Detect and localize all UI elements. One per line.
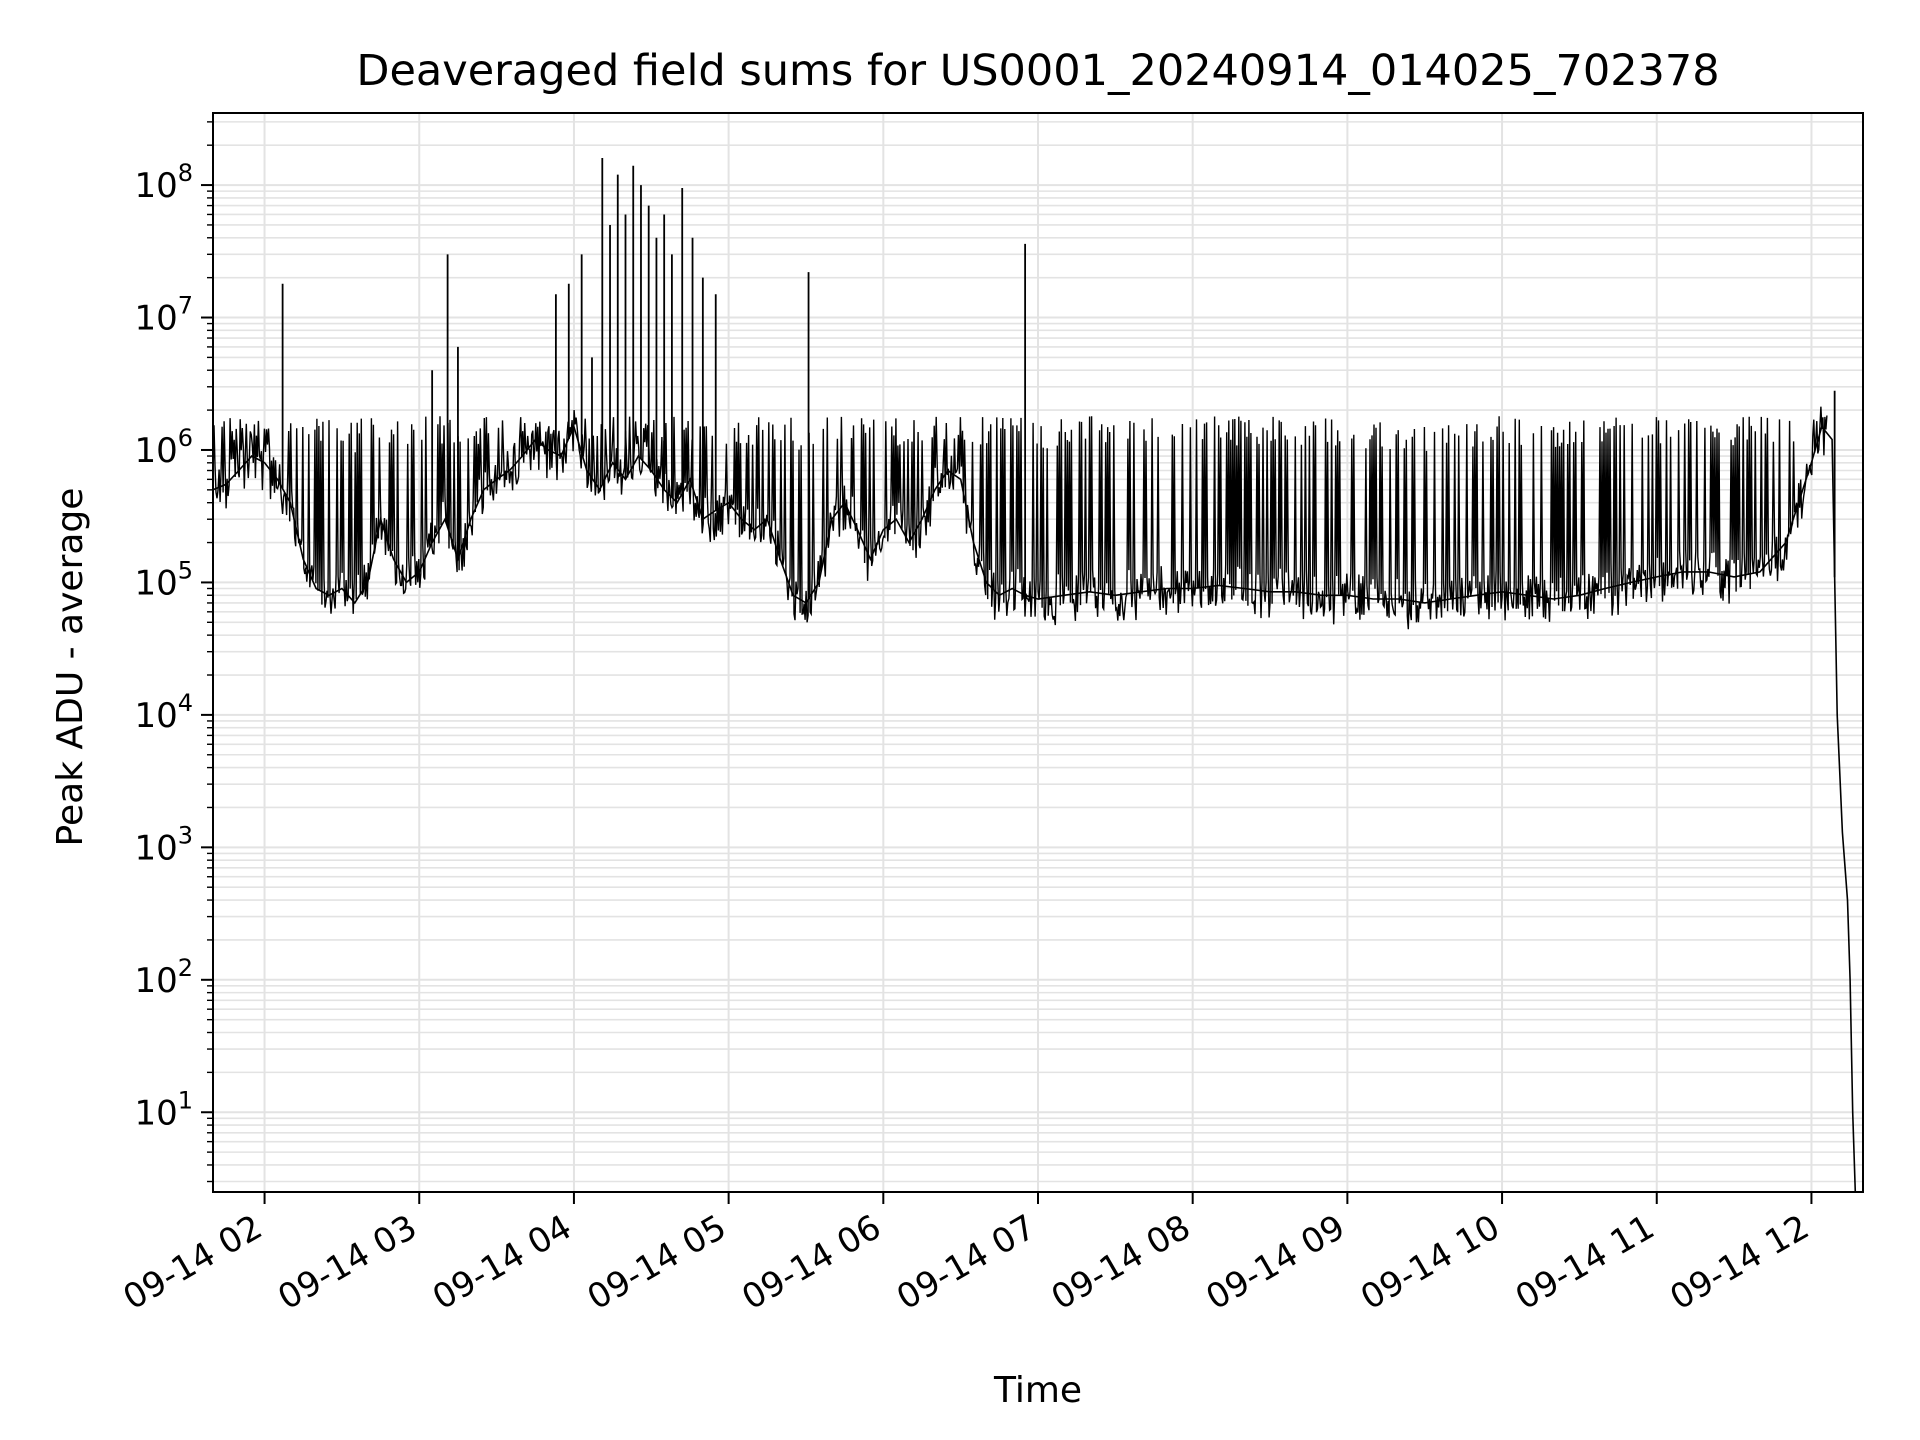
chart-title: Deaveraged field sums for US0001_2024091… [356, 46, 1719, 96]
y-tick-label: 102 [134, 954, 193, 1001]
grid [213, 113, 1863, 1192]
data-series-line [212, 424, 1857, 1193]
y-tick-label: 105 [134, 556, 193, 603]
y-tick-label: 101 [134, 1086, 193, 1133]
y-axis: 101 102 103 104 105 106 107 108 [134, 121, 213, 1183]
spike-layer [281, 158, 1836, 599]
x-axis-title: Time [993, 1370, 1082, 1411]
y-tick-label: 104 [134, 689, 193, 736]
y-tick-label: 103 [134, 821, 193, 868]
y-tick-label: 107 [134, 292, 193, 339]
data-trace-noise [212, 406, 1828, 630]
y-tick-label: 108 [134, 159, 193, 206]
y-tick-label: 106 [134, 424, 193, 471]
data-series-dense-trace [212, 406, 1828, 630]
y-axis-title: Peak ADU - average [50, 488, 91, 847]
